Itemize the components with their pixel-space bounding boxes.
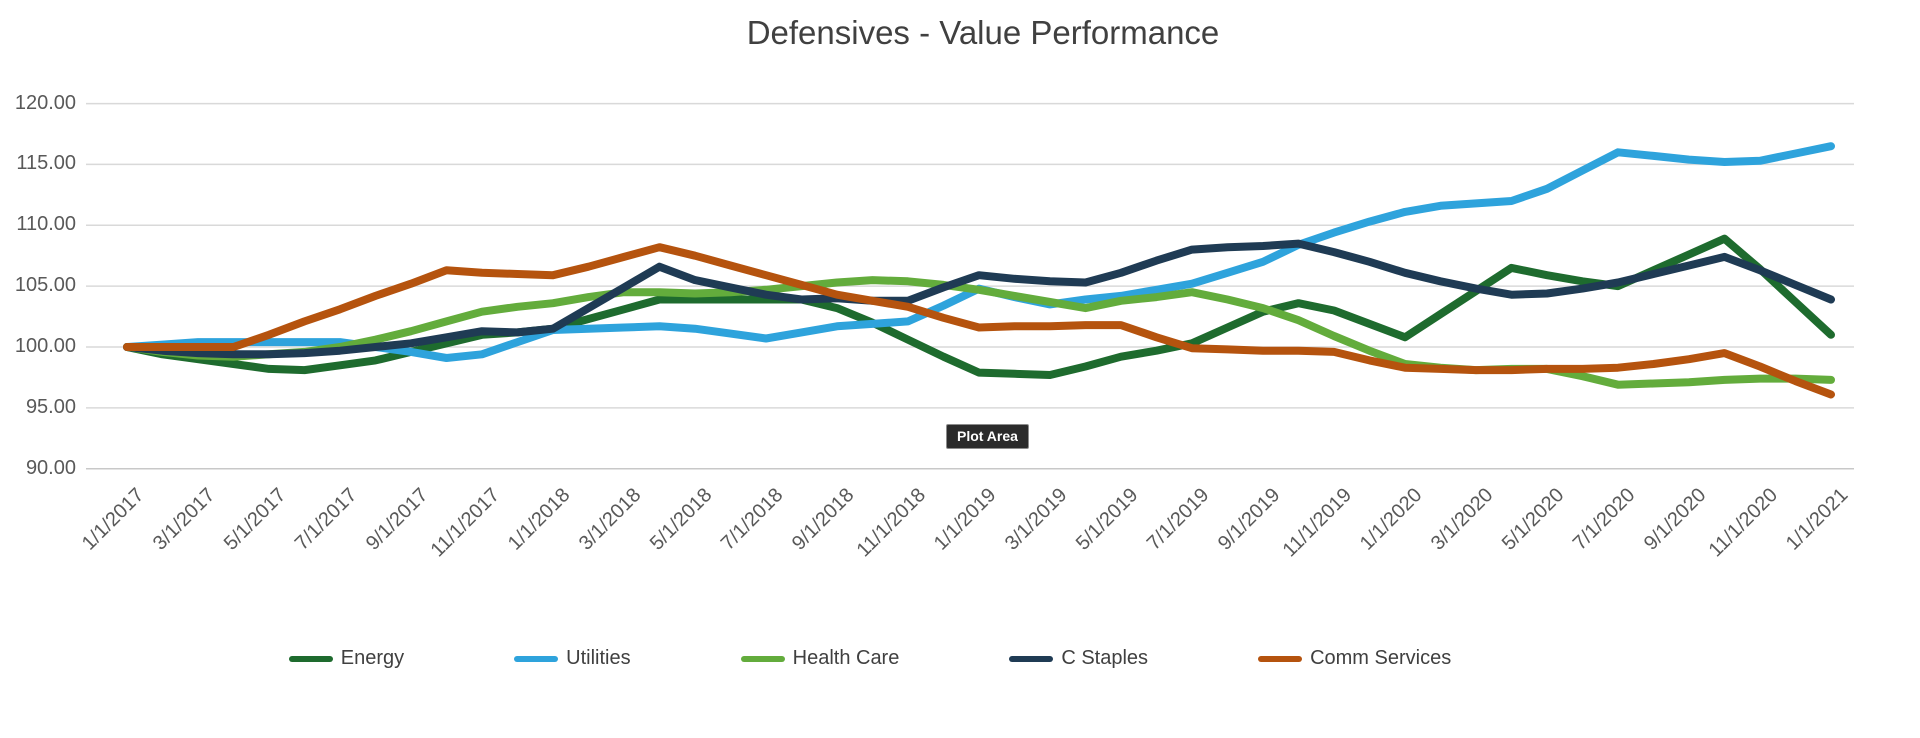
legend-item-energy[interactable]: Energy	[288, 647, 405, 670]
legend-label: C Staples	[1061, 647, 1149, 669]
legend-label: Utilities	[566, 647, 631, 669]
legend: Energy Utilities Health Care C Staples Comm …	[0, 647, 1740, 670]
y-axis-tick-label: 90.00	[25, 456, 76, 479]
legend-line-swatch	[740, 655, 785, 662]
legend-label: Comm Services	[1310, 647, 1452, 669]
plot-area-tooltip: Plot Area	[946, 424, 1029, 449]
y-axis-tick-label: 105.00	[14, 274, 76, 297]
series-line-c-staples[interactable]	[123, 239, 1835, 359]
legend-line-swatch	[514, 655, 559, 662]
legend-item-comm-services[interactable]: Comm Services	[1258, 647, 1451, 670]
legend-line-swatch	[1258, 655, 1303, 662]
legend-item-utilities[interactable]: Utilities	[514, 647, 631, 670]
y-axis-tick-label: 100.00	[14, 335, 76, 358]
legend-item-c-staples[interactable]: C Staples	[1009, 647, 1148, 670]
y-axis-tick-label: 120.00	[14, 91, 76, 114]
legend-item-health-care[interactable]: Health Care	[740, 647, 900, 670]
y-axis-tick-label: 115.00	[16, 152, 76, 175]
series-line-energy[interactable]	[123, 234, 1835, 379]
chart-title[interactable]: Defensives - Value Performance	[746, 14, 1220, 51]
legend-label: Energy	[340, 647, 405, 669]
series-line-comm-services[interactable]	[123, 243, 1835, 399]
y-axis-tick-label: 95.00	[25, 395, 76, 418]
legend-line-swatch	[288, 655, 333, 662]
y-axis-tick-label: 110.00	[16, 213, 76, 236]
legend-line-swatch	[1009, 655, 1054, 662]
legend-label: Health Care	[792, 647, 900, 669]
